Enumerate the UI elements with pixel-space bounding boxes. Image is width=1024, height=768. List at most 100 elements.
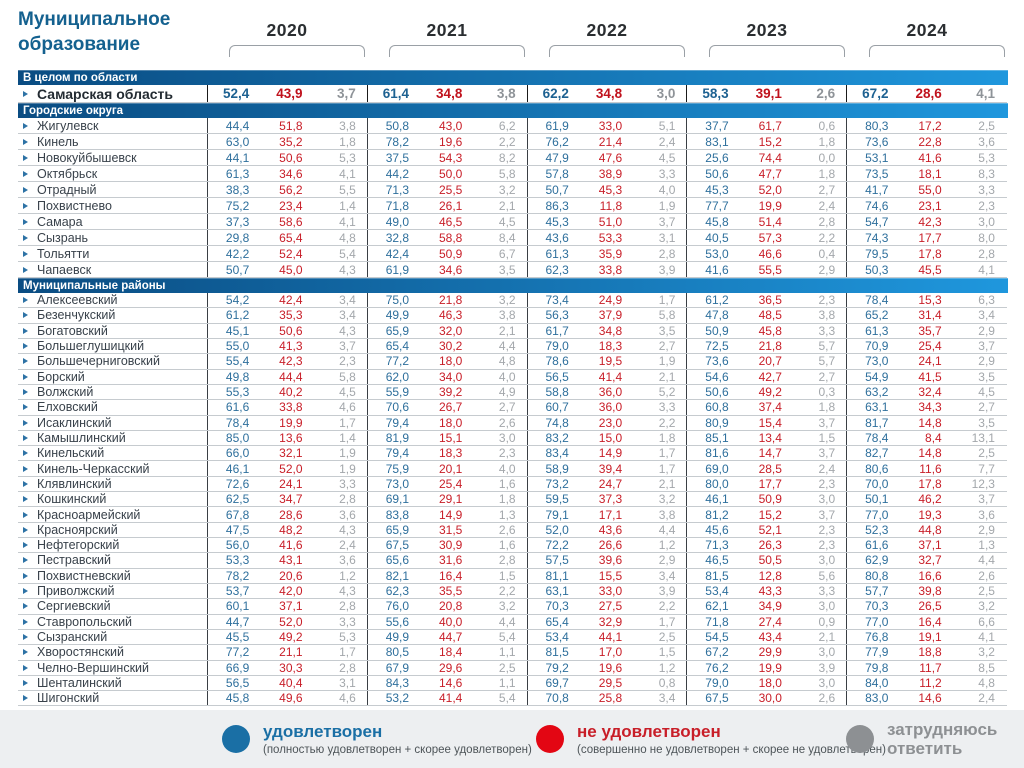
expand-arrow-icon[interactable]	[23, 170, 28, 177]
table-row[interactable]: Большечерниговский 55,4 42,3 2,3 77,2 18,0 4,8…	[18, 354, 1007, 370]
table-row[interactable]: Жигулевск 44,4 51,8 3,8 50,8 43,0 6,2 61,9 33,0 5…	[18, 118, 1007, 134]
expand-arrow-icon[interactable]	[23, 266, 28, 273]
table-row[interactable]: Кошкинский 62,5 34,7 2,8 69,1 29,1 1,8 59,5 37,3…	[18, 492, 1007, 508]
value-cell-unsatisfied: 52,4	[279, 246, 303, 261]
expand-arrow-icon[interactable]	[23, 603, 28, 610]
table-row[interactable]: Красноармейский 67,8 28,6 3,6 83,8 14,9 1,3 79,…	[18, 507, 1007, 523]
expand-arrow-icon[interactable]	[23, 450, 28, 457]
table-row[interactable]: Нефтегорский 56,0 41,6 2,4 67,5 30,9 1,6 72,2 26…	[18, 538, 1007, 554]
expand-arrow-icon[interactable]	[23, 480, 28, 487]
value-cell-satisfied: 50,3	[846, 262, 899, 277]
expand-arrow-icon[interactable]	[23, 649, 28, 656]
table-row[interactable]: Сызранский 45,5 49,2 5,3 49,9 44,7 5,4 53,4 44,1…	[18, 629, 1007, 646]
expand-arrow-icon[interactable]	[23, 664, 28, 671]
table-row[interactable]: Шенталинский 56,5 40,4 3,1 84,3 14,6 1,1 69,7 29…	[18, 675, 1007, 692]
table-row[interactable]: Хворостянский 77,2 21,1 1,7 80,5 18,4 1,1 81,5 1…	[18, 645, 1007, 661]
expand-arrow-icon[interactable]	[23, 618, 28, 625]
table-row[interactable]: Новокуйбышевск 44,1 50,6 5,3 37,5 54,3 8,2 47,9…	[18, 150, 1007, 166]
expand-arrow-icon[interactable]	[23, 434, 28, 441]
table-row[interactable]: Пестравский 53,3 43,1 3,6 65,6 31,6 2,8 57,5 39,…	[18, 553, 1007, 569]
expand-arrow-icon[interactable]	[23, 122, 28, 129]
value-cell-unsatisfied: 30,9	[438, 538, 463, 553]
table-row[interactable]: Елховский 61,6 33,8 4,6 70,6 26,7 2,7 60,7 36,0 3…	[18, 400, 1007, 416]
expand-arrow-icon[interactable]	[23, 343, 28, 350]
table-row[interactable]: Чапаевск 50,7 45,0 4,3 61,9 34,6 3,5 62,3 33,8 3,…	[18, 262, 1007, 278]
row-name-cell: Шигонский	[18, 691, 207, 705]
expand-arrow-icon[interactable]	[23, 542, 28, 549]
table-row[interactable]: Безенчукский 61,2 35,3 3,4 49,9 46,3 3,8 56,3 37…	[18, 308, 1007, 324]
expand-arrow-icon[interactable]	[23, 312, 28, 319]
table-row[interactable]: Ставропольский 44,7 52,0 3,3 55,6 40,0 4,4 65,4…	[18, 614, 1007, 630]
value-cell-undecided: 1,1	[498, 645, 516, 660]
table-row[interactable]: Большеглушицкий 55,0 41,3 3,7 65,4 30,2 4,4 79,…	[18, 338, 1007, 355]
table-row[interactable]: Клявлинский 72,6 24,1 3,3 73,0 25,4 1,6 73,2 24,…	[18, 476, 1007, 493]
expand-arrow-icon[interactable]	[23, 588, 28, 595]
row-name: Безенчукский	[37, 308, 116, 323]
expand-arrow-icon[interactable]	[23, 202, 28, 209]
expand-arrow-icon[interactable]	[23, 465, 28, 472]
value-cell-satisfied: 53,1	[846, 150, 899, 165]
table-row[interactable]: Октябрьск 61,3 34,6 4,1 44,2 50,0 5,8 57,8 38,9 3…	[18, 166, 1007, 182]
table-row[interactable]: Кинель 63,0 35,2 1,8 78,2 19,6 2,2 76,2 21,4 2,4 8…	[18, 134, 1007, 150]
expand-arrow-icon[interactable]	[23, 138, 28, 145]
expand-arrow-icon[interactable]	[23, 572, 28, 579]
table-row[interactable]: Похвистнево 75,2 23,4 1,4 71,8 26,1 2,1 86,3 11,…	[18, 198, 1007, 214]
table-row[interactable]: Отрадный 38,3 56,2 5,5 71,3 25,5 3,2 50,7 45,3 4,…	[18, 182, 1007, 198]
expand-arrow-icon[interactable]	[23, 90, 28, 97]
expand-arrow-icon[interactable]	[23, 634, 28, 641]
expand-arrow-icon[interactable]	[23, 186, 28, 193]
expand-arrow-icon[interactable]	[23, 511, 28, 518]
table-row[interactable]: Алексеевский 54,2 42,4 3,4 75,0 21,8 3,2 73,4 24…	[18, 293, 1007, 309]
expand-arrow-icon[interactable]	[23, 154, 28, 161]
value-cell-satisfied: 46,1	[686, 492, 739, 507]
expand-arrow-icon[interactable]	[23, 526, 28, 533]
table-row[interactable]: Самара 37,3 58,6 4,1 49,0 46,5 4,5 45,3 51,0 3,7 4…	[18, 214, 1007, 230]
value-cell-undecided: 2,5	[978, 118, 995, 133]
table-row[interactable]: Волжский 55,3 40,2 4,5 55,9 39,2 4,9 58,8 36,0 5,…	[18, 384, 1007, 401]
expand-arrow-icon[interactable]	[23, 419, 28, 426]
value-cell-satisfied: 47,8	[686, 308, 739, 323]
row-name: Хворостянский	[37, 645, 125, 660]
table-row[interactable]: Челно-Вершинский 66,9 30,3 2,8 67,9 29,6 2,5 79…	[18, 660, 1007, 676]
expand-arrow-icon[interactable]	[23, 496, 28, 503]
table-row[interactable]: Богатовский 45,1 50,6 4,3 65,9 32,0 2,1 61,7 34,…	[18, 323, 1007, 339]
expand-arrow-icon[interactable]	[23, 695, 28, 702]
row-name: Тольятти	[37, 246, 90, 261]
row-name-cell: Исаклинский	[18, 416, 207, 430]
expand-arrow-icon[interactable]	[23, 234, 28, 241]
expand-arrow-icon[interactable]	[23, 358, 28, 365]
value-cell-unsatisfied: 39,8	[918, 584, 942, 599]
table-row[interactable]: Борский 49,8 44,4 5,8 62,0 34,0 4,0 56,5 41,4 2,1…	[18, 369, 1007, 385]
expand-arrow-icon[interactable]	[23, 218, 28, 225]
table-row[interactable]: Похвистневский 78,2 20,6 1,2 82,1 16,4 1,5 81,1…	[18, 568, 1007, 584]
table-row[interactable]: Сергиевский 60,1 37,1 2,8 76,0 20,8 3,2 70,3 27,…	[18, 599, 1007, 615]
expand-arrow-icon[interactable]	[23, 297, 28, 304]
table-row[interactable]: Тольятти 42,2 52,4 5,4 42,4 50,9 6,7 61,3 35,9 2,…	[18, 246, 1007, 262]
value-cell-satisfied: 80,8	[846, 568, 899, 583]
expand-arrow-icon[interactable]	[23, 327, 28, 334]
value-cell-unsatisfied: 34,8	[598, 323, 623, 338]
table-row[interactable]: Кинельский 66,0 32,1 1,9 79,4 18,3 2,3 83,4 14,9…	[18, 446, 1007, 462]
expand-arrow-icon[interactable]	[23, 373, 28, 380]
table-row[interactable]: Приволжский 53,7 42,0 4,3 62,3 35,5 2,2 63,1 33,…	[18, 583, 1007, 600]
table-row[interactable]: Сызрань 29,8 65,4 4,8 32,8 58,8 8,4 43,6 53,3 3,1…	[18, 230, 1007, 246]
value-cell-undecided: 2,5	[978, 584, 995, 599]
table-row[interactable]: Камышлинский 85,0 13,6 1,4 81,9 15,1 3,0 83,2 15…	[18, 430, 1007, 447]
expand-arrow-icon[interactable]	[23, 404, 28, 411]
table-row[interactable]: Красноярский 47,5 48,2 4,3 65,9 31,5 2,6 52,0 43…	[18, 522, 1007, 538]
row-name: Сергиевский	[37, 599, 111, 614]
value-cell-undecided: 3,7	[658, 214, 676, 229]
expand-arrow-icon[interactable]	[23, 679, 28, 686]
table-row[interactable]: Исаклинский 78,4 19,9 1,7 79,4 18,0 2,6 74,8 23,…	[18, 415, 1007, 431]
table-row[interactable]: Самарская область 52,4 43,9 3,7 61,4 34,8 3,8 6…	[18, 85, 1007, 103]
value-cell-satisfied: 79,2	[526, 660, 580, 675]
row-name-cell: Новокуйбышевск	[18, 150, 207, 165]
value-cell-undecided: 3,6	[339, 553, 356, 568]
value-cell-undecided: 1,3	[498, 507, 516, 522]
expand-arrow-icon[interactable]	[23, 557, 28, 564]
table-row[interactable]: Кинель-Черкасский 46,1 52,0 1,9 75,9 20,1 4,0 5…	[18, 461, 1007, 477]
expand-arrow-icon[interactable]	[23, 250, 28, 257]
table-row[interactable]: Шигонский 45,8 49,6 4,6 53,2 41,4 5,4 70,8 25,8 3…	[18, 691, 1007, 707]
expand-arrow-icon[interactable]	[23, 389, 28, 396]
row-name: Жигулевск	[37, 118, 99, 133]
